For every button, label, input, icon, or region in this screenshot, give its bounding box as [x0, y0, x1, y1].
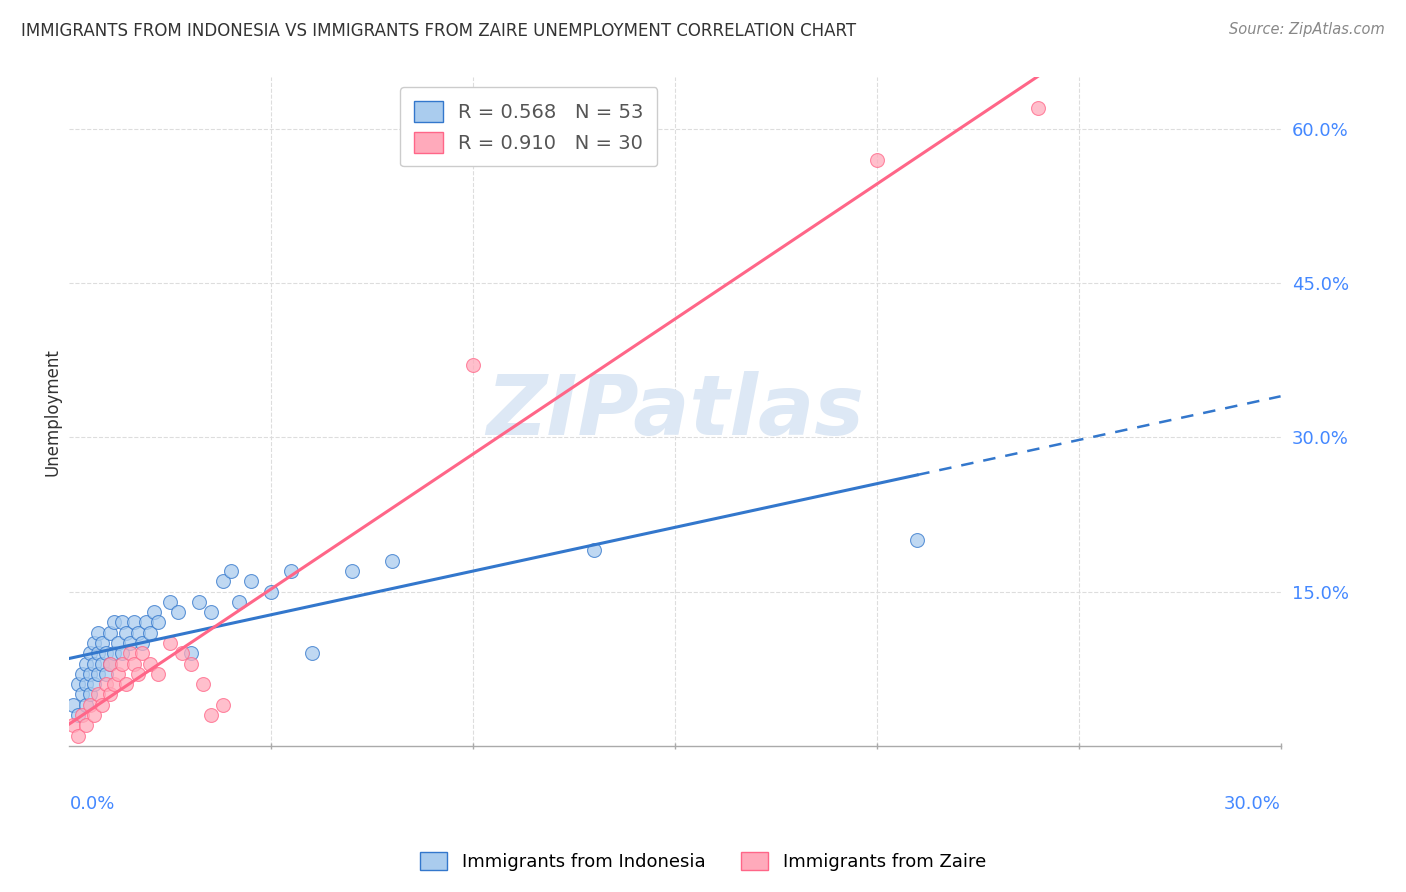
Point	[219, 564, 242, 578]
Point	[75, 718, 97, 732]
Point	[79, 666, 101, 681]
Y-axis label: Unemployment: Unemployment	[44, 348, 60, 475]
Point	[75, 657, 97, 671]
Point	[111, 646, 134, 660]
Point	[86, 646, 108, 660]
Point	[94, 666, 117, 681]
Point	[75, 698, 97, 712]
Point	[70, 708, 93, 723]
Point	[159, 636, 181, 650]
Point	[167, 605, 190, 619]
Point	[98, 657, 121, 671]
Point	[94, 677, 117, 691]
Point	[191, 677, 214, 691]
Point	[340, 564, 363, 578]
Point	[103, 615, 125, 630]
Point	[118, 646, 141, 660]
Point	[90, 657, 112, 671]
Point	[127, 666, 149, 681]
Point	[1028, 101, 1050, 115]
Point	[90, 698, 112, 712]
Point	[463, 359, 485, 373]
Point	[240, 574, 263, 589]
Point	[280, 564, 302, 578]
Point	[131, 636, 153, 650]
Point	[86, 625, 108, 640]
Point	[79, 646, 101, 660]
Point	[135, 615, 157, 630]
Point	[127, 625, 149, 640]
Point	[90, 636, 112, 650]
Point	[83, 677, 105, 691]
Point	[187, 595, 209, 609]
Point	[79, 698, 101, 712]
Point	[62, 698, 84, 712]
Point	[260, 584, 283, 599]
Point	[98, 625, 121, 640]
Legend: R = 0.568   N = 53, R = 0.910   N = 30: R = 0.568 N = 53, R = 0.910 N = 30	[401, 87, 658, 167]
Point	[301, 646, 323, 660]
Point	[62, 718, 84, 732]
Text: 30.0%: 30.0%	[1223, 795, 1281, 814]
Point	[200, 605, 222, 619]
Point	[70, 666, 93, 681]
Point	[86, 688, 108, 702]
Point	[94, 646, 117, 660]
Point	[118, 636, 141, 650]
Point	[200, 708, 222, 723]
Point	[148, 666, 170, 681]
Point	[583, 543, 606, 558]
Text: ZIPatlas: ZIPatlas	[486, 371, 863, 452]
Point	[111, 657, 134, 671]
Point	[66, 677, 89, 691]
Point	[212, 698, 235, 712]
Point	[122, 615, 145, 630]
Point	[172, 646, 194, 660]
Point	[66, 729, 89, 743]
Point	[228, 595, 250, 609]
Point	[866, 153, 889, 167]
Point	[66, 708, 89, 723]
Point	[180, 646, 202, 660]
Point	[139, 625, 162, 640]
Point	[139, 657, 162, 671]
Text: 0.0%: 0.0%	[69, 795, 115, 814]
Point	[75, 677, 97, 691]
Point	[83, 657, 105, 671]
Point	[86, 666, 108, 681]
Point	[103, 677, 125, 691]
Point	[79, 688, 101, 702]
Point	[143, 605, 166, 619]
Point	[111, 615, 134, 630]
Text: Source: ZipAtlas.com: Source: ZipAtlas.com	[1229, 22, 1385, 37]
Point	[148, 615, 170, 630]
Point	[122, 657, 145, 671]
Legend: Immigrants from Indonesia, Immigrants from Zaire: Immigrants from Indonesia, Immigrants fr…	[413, 845, 993, 879]
Point	[103, 646, 125, 660]
Point	[381, 554, 404, 568]
Point	[905, 533, 928, 548]
Point	[115, 625, 138, 640]
Point	[98, 657, 121, 671]
Point	[83, 636, 105, 650]
Point	[107, 666, 129, 681]
Point	[83, 708, 105, 723]
Point	[115, 677, 138, 691]
Point	[212, 574, 235, 589]
Point	[131, 646, 153, 660]
Point	[180, 657, 202, 671]
Point	[107, 636, 129, 650]
Point	[159, 595, 181, 609]
Text: IMMIGRANTS FROM INDONESIA VS IMMIGRANTS FROM ZAIRE UNEMPLOYMENT CORRELATION CHAR: IMMIGRANTS FROM INDONESIA VS IMMIGRANTS …	[21, 22, 856, 40]
Point	[70, 688, 93, 702]
Point	[98, 688, 121, 702]
